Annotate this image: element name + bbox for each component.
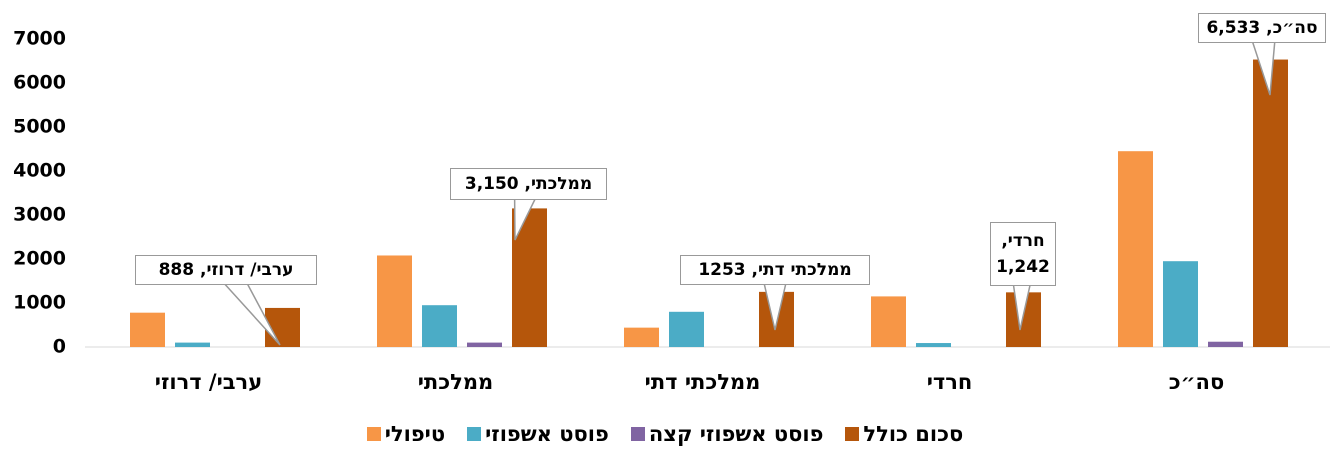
bar xyxy=(1163,261,1198,347)
callout: ממלכתי דתי, 1253 xyxy=(680,255,870,285)
legend-swatch xyxy=(467,427,482,441)
callout: חרדי, 1,242 xyxy=(990,222,1056,286)
data-label: ממלכתי, 3,150 xyxy=(450,168,607,200)
legend-swatch xyxy=(845,427,860,441)
y-tick-label: 5000 xyxy=(13,116,66,138)
data-label: חרדי, 1,242 xyxy=(990,222,1056,286)
bar xyxy=(422,305,457,347)
bar xyxy=(175,342,210,347)
bar xyxy=(624,327,659,347)
bar xyxy=(669,311,704,347)
bar xyxy=(1253,59,1288,347)
callout: ערבי/ דרוזי, 888 xyxy=(135,255,317,285)
legend-swatch xyxy=(366,427,381,441)
data-label: סה״כ, 6,533 xyxy=(1198,13,1326,43)
data-label: ערבי/ דרוזי, 888 xyxy=(135,255,317,285)
legend-item: פוסט אשפוזי קצה xyxy=(630,422,824,446)
callout: ממלכתי, 3,150 xyxy=(450,168,607,200)
x-tick-label: ממלכתי xyxy=(418,370,494,394)
bar xyxy=(1208,341,1243,347)
bar xyxy=(916,343,951,347)
y-tick-label: 3000 xyxy=(13,204,66,226)
x-tick-label: חרדי xyxy=(927,370,973,394)
x-tick-label: ערבי/ דרוזי xyxy=(155,370,262,394)
y-tick-label: 1000 xyxy=(13,292,66,314)
bar xyxy=(467,342,502,347)
legend: טיפולי פוסט אשפוזי פוסט אשפוזי קצה סכום כול… xyxy=(0,422,1330,446)
x-tick-label: ממלכתי דתי xyxy=(645,370,761,394)
legend-label: סכום כולל xyxy=(863,422,964,446)
chart: 0 1000 2000 3000 4000 5000 6000 7000 ערבי/ דרוזי… xyxy=(13,13,1330,394)
legend-label: פוסט אשפוזי xyxy=(485,422,609,446)
legend-label: פוסט אשפוזי קצה xyxy=(648,422,824,446)
x-tick-label: סה״כ xyxy=(1169,370,1225,394)
bar xyxy=(377,255,412,347)
y-tick-label: 2000 xyxy=(13,248,66,270)
legend-item: סכום כולל xyxy=(845,422,963,446)
y-tick-label: 0 xyxy=(53,336,66,358)
y-tick-label: 6000 xyxy=(13,72,66,94)
legend-swatch xyxy=(630,427,645,441)
bar xyxy=(1118,151,1153,347)
callout: סה״כ, 6,533 xyxy=(1198,13,1326,43)
data-label: ממלכתי דתי, 1253 xyxy=(680,255,870,285)
legend-item: פוסט אשפוזי xyxy=(467,422,609,446)
legend-label: טיפולי xyxy=(384,422,446,446)
bar xyxy=(871,296,906,347)
y-tick-label: 7000 xyxy=(13,28,66,50)
y-tick-label: 4000 xyxy=(13,160,66,182)
bar xyxy=(130,312,165,347)
legend-item: טיפולי xyxy=(366,422,446,446)
